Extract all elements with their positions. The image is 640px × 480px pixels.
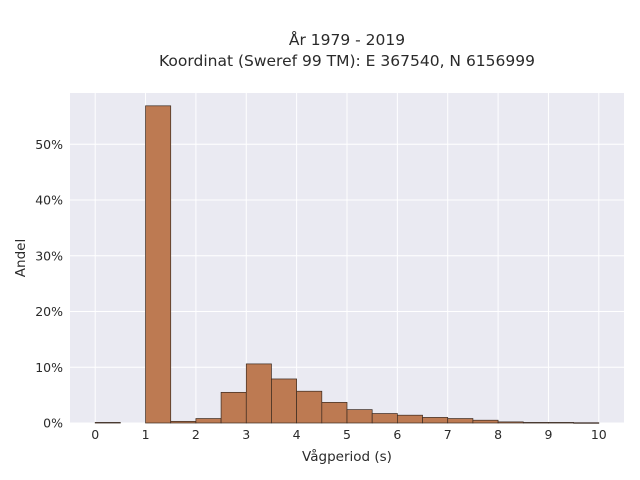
histogram-bar bbox=[94, 422, 121, 424]
histogram-bar bbox=[346, 409, 373, 424]
x-tick-label: 6 bbox=[393, 427, 401, 442]
y-tick-label: 10% bbox=[35, 360, 63, 375]
x-tick-label: 9 bbox=[544, 427, 552, 442]
histogram-bar bbox=[245, 363, 272, 424]
histogram-bar bbox=[573, 422, 600, 424]
histogram-bar bbox=[271, 378, 297, 424]
histogram-bar bbox=[170, 420, 197, 424]
histogram-bar bbox=[422, 417, 449, 424]
x-axis-label: Vågperiod (s) bbox=[302, 448, 392, 465]
histogram-bar bbox=[548, 422, 574, 424]
chart-title: År 1979 - 2019 bbox=[289, 30, 405, 49]
histogram-bar bbox=[497, 421, 524, 424]
histogram-bar bbox=[321, 402, 348, 424]
y-tick-label: 30% bbox=[35, 248, 63, 263]
x-tick-label: 5 bbox=[343, 427, 351, 442]
histogram-bar bbox=[522, 422, 549, 424]
y-tick-label: 0% bbox=[43, 416, 63, 431]
histogram-bar bbox=[220, 391, 247, 424]
x-tick-label: 8 bbox=[494, 427, 502, 442]
x-tick-label: 7 bbox=[444, 427, 452, 442]
x-tick-label: 3 bbox=[242, 427, 250, 442]
x-tick-label: 0 bbox=[91, 427, 99, 442]
x-tick-label: 1 bbox=[142, 427, 150, 442]
histogram-bar bbox=[296, 390, 323, 424]
y-axis-label: Andel bbox=[13, 239, 29, 277]
bars bbox=[94, 105, 600, 424]
histogram-bar bbox=[397, 414, 423, 424]
histogram-bar bbox=[371, 413, 398, 424]
y-tick-label: 20% bbox=[35, 304, 63, 319]
histogram-bar bbox=[145, 105, 172, 424]
tick-labels: 0 1 2 3 4 5 6 7 8 9 10 0% 10% 20% 30% 40% 50% bbox=[35, 137, 607, 442]
x-tick-label: 2 bbox=[192, 427, 200, 442]
chart-subtitle: Koordinat (Sweref 99 TM): E 367540, N 61… bbox=[159, 52, 535, 70]
histogram-bar bbox=[447, 418, 474, 424]
histogram-bar bbox=[195, 418, 222, 424]
x-tick-label: 4 bbox=[293, 427, 301, 442]
y-tick-label: 40% bbox=[35, 193, 63, 208]
x-tick-label: 10 bbox=[591, 427, 607, 442]
histogram-bar bbox=[472, 419, 499, 424]
y-tick-label: 50% bbox=[35, 137, 63, 152]
